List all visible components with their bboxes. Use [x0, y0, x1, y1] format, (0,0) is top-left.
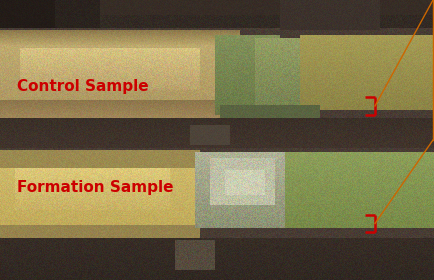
Text: Control Sample: Control Sample — [17, 79, 149, 94]
Text: Formation Sample: Formation Sample — [17, 180, 174, 195]
